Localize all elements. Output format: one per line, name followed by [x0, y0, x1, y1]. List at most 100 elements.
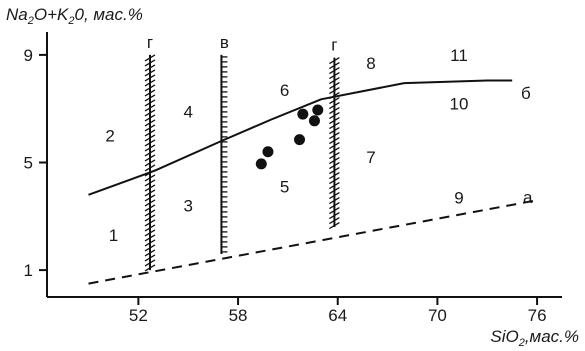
hatch-mark — [144, 159, 156, 167]
hatch-mark — [144, 249, 156, 257]
x-tick-label: 70 — [428, 306, 447, 325]
hatch-mark — [144, 184, 156, 192]
hatch-mark — [329, 142, 340, 150]
x-tick-label: 58 — [229, 306, 248, 325]
hatch-mark — [144, 224, 156, 232]
y-tick-label: 5 — [24, 154, 33, 173]
zone-label-8: 8 — [366, 54, 375, 73]
hatch-mark — [144, 104, 156, 112]
hatch-mark — [144, 164, 156, 172]
hatch-mark — [329, 57, 340, 65]
hatch-mark — [329, 207, 340, 215]
hatch-mark — [144, 74, 156, 82]
hatch-mark — [329, 82, 340, 90]
zone-label-5: 5 — [280, 178, 289, 197]
hatch-mark — [329, 127, 340, 135]
data-point — [297, 108, 309, 120]
hatch-mark — [329, 102, 340, 110]
curve-label: б — [521, 84, 531, 103]
hatch-mark — [329, 122, 340, 130]
x-tick-label: 64 — [328, 306, 347, 325]
curve-b — [88, 79, 513, 196]
hatch-mark — [144, 179, 156, 187]
hatch-mark — [144, 189, 156, 197]
hatch-mark — [144, 139, 156, 147]
hatch-mark — [144, 84, 156, 92]
hatch-mark — [144, 114, 156, 122]
hatch-mark — [144, 209, 156, 217]
zone-label-1: 1 — [109, 226, 118, 245]
zone-label-10: 10 — [450, 94, 469, 113]
zone-label-3: 3 — [183, 197, 192, 216]
x-tick-label: 76 — [528, 306, 547, 325]
hatch-mark — [144, 154, 156, 162]
hatch-mark — [144, 259, 156, 267]
boundary-curves: ба — [88, 79, 538, 285]
data-point — [294, 134, 306, 146]
hatch-mark — [144, 134, 156, 142]
hatch-mark — [144, 214, 156, 222]
data-point — [308, 115, 320, 127]
data-points — [255, 104, 324, 170]
hatch-mark — [144, 129, 156, 137]
hatch-mark — [144, 239, 156, 247]
hatch-mark — [329, 197, 340, 205]
hatch-mark — [329, 192, 340, 200]
x-tick-label: 52 — [129, 306, 148, 325]
hatch-mark — [144, 69, 156, 77]
hatch-mark — [329, 117, 340, 125]
hatch-mark — [144, 204, 156, 212]
hatch-mark — [144, 234, 156, 242]
hatch-mark — [329, 62, 340, 70]
hatch-mark — [144, 219, 156, 227]
hatch-mark — [329, 152, 340, 160]
hatch-mark — [329, 217, 340, 225]
vertical-line-label: г — [147, 33, 153, 52]
hatch-mark — [144, 124, 156, 132]
hatch-mark — [329, 212, 340, 220]
labels: 1 2 3 4 5 6 7 8 9 10 11 — [105, 46, 468, 245]
hatch-mark — [144, 194, 156, 202]
x-axis-title: SiO2,мас.% — [490, 327, 579, 349]
zone-label-2: 2 — [105, 127, 114, 146]
hatch-mark — [144, 229, 156, 237]
hatch-mark — [329, 177, 340, 185]
hatch-mark — [144, 119, 156, 127]
hatch-mark — [144, 54, 156, 62]
data-point — [312, 104, 324, 116]
hatch-mark — [144, 99, 156, 107]
zone-label-4: 4 — [183, 102, 192, 121]
hatch-mark — [144, 149, 156, 157]
y-tick-label: 9 — [24, 46, 33, 65]
hatch-mark — [329, 162, 340, 170]
y-axis-title: Na2O+K20, мас.% — [6, 5, 143, 27]
hatch-mark — [329, 72, 340, 80]
hatch-mark — [329, 147, 340, 155]
data-point — [262, 146, 274, 158]
hatch-mark — [329, 187, 340, 195]
hatch-mark — [329, 202, 340, 210]
curve-label: а — [523, 188, 533, 207]
hatch-mark — [329, 67, 340, 75]
hatch-mark — [144, 264, 156, 272]
hatch-mark — [329, 182, 340, 190]
hatch-mark — [329, 222, 340, 230]
hatch-mark — [144, 59, 156, 67]
hatch-mark — [329, 137, 340, 145]
hatch-mark — [329, 132, 340, 140]
zone-label-11: 11 — [450, 46, 468, 65]
zone-label-7: 7 — [366, 148, 375, 167]
hatch-mark — [144, 64, 156, 72]
hatch-mark — [144, 199, 156, 207]
hatch-mark — [144, 109, 156, 117]
hatch-mark — [329, 172, 340, 180]
vertical-line-label: в — [220, 33, 229, 52]
hatch-mark — [329, 97, 340, 105]
hatch-mark — [144, 144, 156, 152]
hatch-mark — [144, 254, 156, 262]
zone-label-6: 6 — [280, 81, 289, 100]
hatch-mark — [329, 107, 340, 115]
